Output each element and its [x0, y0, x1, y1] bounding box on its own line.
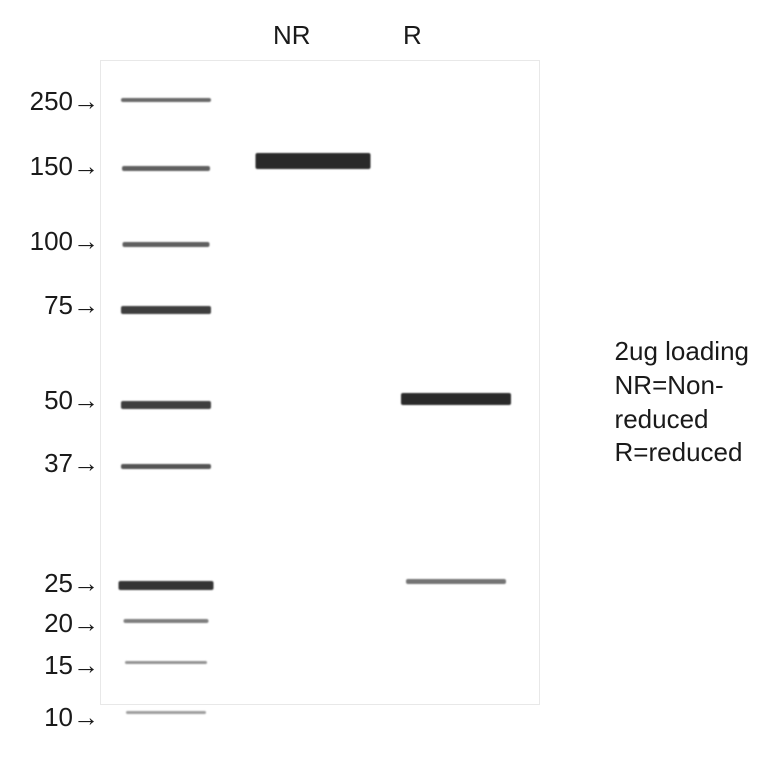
arrow-icon: → [73, 568, 99, 599]
mw-label-50: 50→ [44, 385, 99, 416]
lane-r [391, 61, 521, 704]
gel-band [125, 661, 207, 664]
legend-line-2: NR=Non- [615, 369, 749, 403]
gel-band [119, 581, 214, 590]
arrow-icon: → [73, 226, 99, 257]
gel-band [123, 242, 210, 247]
legend-line-3: reduced [615, 403, 749, 437]
gel-band [121, 464, 211, 469]
gel-band [126, 711, 206, 714]
legend-line-1: 2ug loading [615, 335, 749, 369]
arrow-icon: → [73, 385, 99, 416]
arrow-icon: → [73, 290, 99, 321]
header-r: R [403, 20, 422, 51]
legend-line-4: R=reduced [615, 436, 749, 470]
mw-label-250: 250→ [30, 86, 99, 117]
gel-band [256, 153, 371, 169]
mw-label-100: 100→ [30, 226, 99, 257]
gel-band [401, 393, 511, 405]
header-nr: NR [273, 20, 311, 51]
legend: 2ug loading NR=Non- reduced R=reduced [615, 335, 749, 470]
arrow-icon: → [73, 650, 99, 681]
gel-band [406, 579, 506, 584]
mw-label-10: 10→ [44, 702, 99, 733]
arrow-icon: → [73, 86, 99, 117]
gel-container [100, 60, 540, 705]
gel-band [121, 98, 211, 102]
mw-label-75: 75→ [44, 290, 99, 321]
lane-nr [248, 61, 378, 704]
mw-label-37: 37→ [44, 448, 99, 479]
arrow-icon: → [73, 702, 99, 733]
lane-marker [101, 61, 231, 704]
gel-band [122, 166, 210, 171]
gel-band [124, 619, 209, 623]
arrow-icon: → [73, 151, 99, 182]
mw-label-15: 15→ [44, 650, 99, 681]
arrow-icon: → [73, 448, 99, 479]
mw-label-25: 25→ [44, 568, 99, 599]
mw-label-150: 150→ [30, 151, 99, 182]
mw-label-20: 20→ [44, 608, 99, 639]
gel-band [121, 306, 211, 314]
arrow-icon: → [73, 608, 99, 639]
gel-band [121, 401, 211, 409]
